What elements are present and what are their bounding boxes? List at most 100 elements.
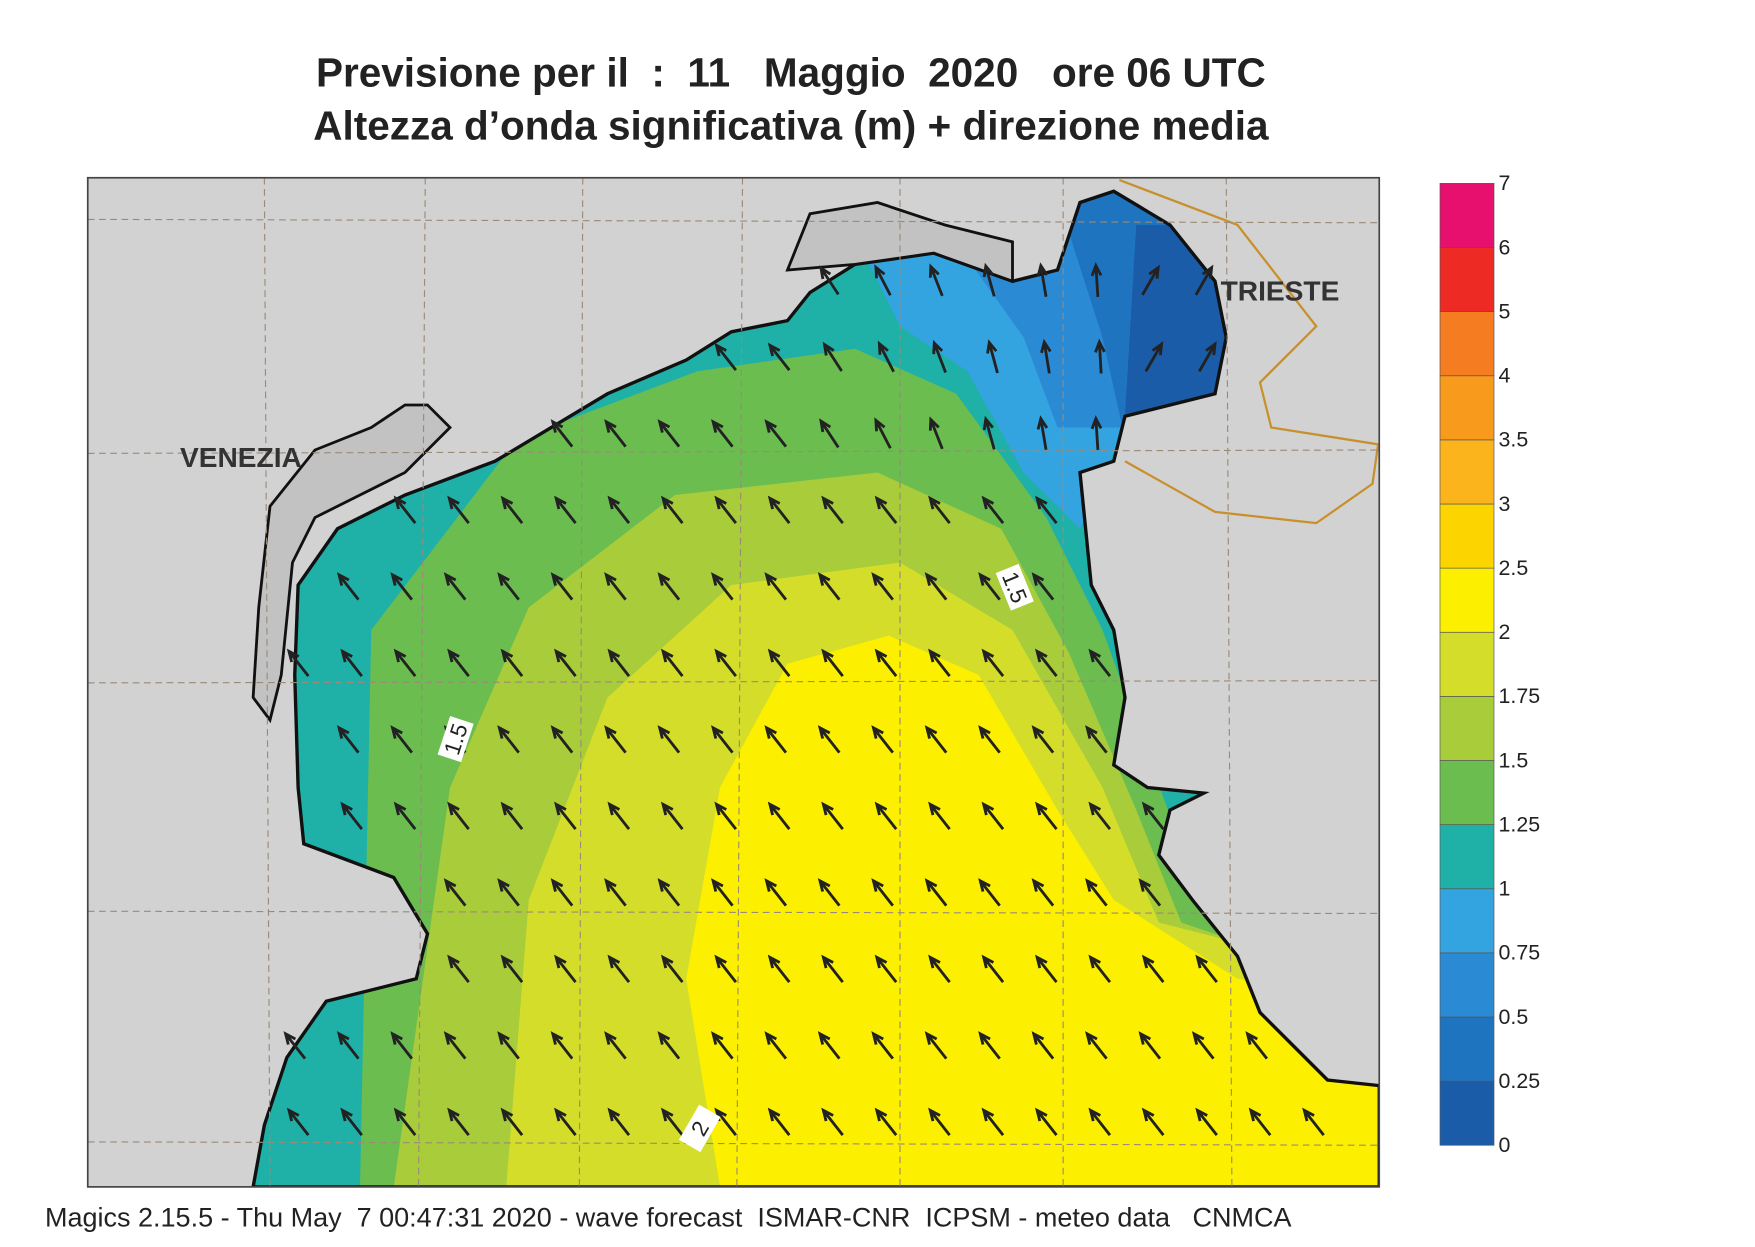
direction-arrow (767, 1107, 791, 1137)
place-label: VENEZIA (180, 442, 302, 473)
direction-arrow (714, 342, 737, 372)
direction-arrow (924, 878, 948, 907)
colorbar-band (1439, 247, 1495, 312)
colorbar-label: 1.5 (1499, 748, 1529, 772)
direction-arrow (1031, 725, 1055, 754)
direction-arrow (550, 419, 574, 448)
direction-arrow (1248, 1107, 1272, 1137)
direction-arrow (340, 1107, 363, 1137)
direction-arrow (924, 725, 948, 754)
direction-arrow (871, 572, 894, 601)
direction-arrow (821, 1107, 844, 1137)
direction-arrow (336, 725, 360, 754)
direction-arrow (550, 572, 574, 601)
direction-arrow (817, 1031, 841, 1060)
map-frame (86, 176, 1381, 1188)
direction-arrow (286, 1107, 310, 1137)
direction-arrow (932, 339, 947, 373)
direction-arrow (928, 1107, 951, 1137)
direction-arrow (764, 1031, 788, 1060)
direction-arrow (550, 878, 574, 907)
direction-arrow (443, 878, 467, 907)
footer: Magics 2.15.5 - Thu May 7 00:47:31 2020 … (45, 1202, 1291, 1232)
map: VENEZIA TRIESTE 1.51.52 (87, 177, 1380, 1187)
direction-arrow (874, 801, 898, 831)
direction-arrow (764, 878, 788, 907)
direction-arrow (928, 263, 944, 297)
direction-arrow (500, 495, 524, 525)
colorbar-label: 1 (1499, 877, 1511, 901)
direction-arrow (607, 495, 631, 525)
direction-arrow (978, 725, 1001, 754)
direction-arrow (554, 495, 577, 525)
direction-arrow (928, 495, 951, 525)
direction-arrow (924, 572, 948, 601)
contour-label-box (995, 563, 1034, 611)
direction-arrow (874, 1107, 898, 1137)
direction-arrow (1085, 1031, 1108, 1060)
colorbar-band (1439, 760, 1495, 825)
direction-arrow (657, 1031, 681, 1060)
arrows (283, 262, 1325, 1137)
direction-arrow (764, 572, 788, 601)
colorbar-band (1439, 631, 1495, 697)
direction-arrow (1245, 1031, 1268, 1060)
colorbar-band (1439, 1080, 1495, 1146)
direction-arrow (660, 648, 684, 678)
direction-arrow (604, 1031, 627, 1060)
direction-arrow (393, 648, 417, 678)
direction-arrow (1031, 1031, 1055, 1060)
direction-arrow (657, 572, 681, 601)
colorbar: 0 0.25 0.5 0.75 1 1.25 1.5 1.75 2 2.5 3 3.5 4 5 6 7 (1439, 171, 1541, 1157)
direction-arrow (500, 648, 524, 678)
colorbar-label: 7 (1499, 171, 1511, 195)
colorbar-label: 5 (1499, 299, 1511, 323)
direction-arrow (981, 801, 1005, 831)
direction-arrow (336, 572, 360, 601)
colorbar-band (1439, 311, 1495, 377)
direction-arrow (981, 495, 1005, 525)
direction-arrow (817, 725, 841, 754)
direction-arrow (710, 419, 734, 448)
direction-arrow (928, 648, 951, 678)
direction-arrow (924, 1031, 948, 1060)
direction-arrow (550, 1031, 574, 1060)
direction-arrow (710, 725, 734, 754)
colorbar-band (1439, 375, 1495, 441)
contour-label-box (678, 1104, 721, 1153)
direction-arrow (1191, 1031, 1215, 1060)
colorbar-band (1439, 183, 1495, 248)
direction-arrow (710, 1031, 734, 1060)
direction-arrow (447, 954, 470, 984)
colorbar-label: 3 (1499, 492, 1511, 516)
colorbar-band (1439, 696, 1495, 761)
direction-arrow (554, 648, 577, 678)
direction-arrow (1138, 1031, 1162, 1060)
colorbar-band (1439, 888, 1495, 954)
direction-arrow (283, 1031, 307, 1060)
direction-arrow (821, 495, 844, 525)
direction-arrow (1034, 495, 1058, 525)
direction-arrow (500, 954, 524, 984)
direction-arrow (871, 1031, 894, 1060)
direction-arrow (1031, 572, 1055, 601)
direction-arrow (981, 648, 1005, 678)
direction-arrow (554, 954, 577, 984)
direction-arrow (607, 801, 631, 831)
border (1118, 178, 1380, 525)
colorbar-label: 6 (1499, 235, 1511, 259)
subtitle: Altezza d’onda significativa (m) + direz… (313, 103, 1269, 149)
colorbar-label: 3.5 (1499, 428, 1529, 452)
direction-arrow (607, 648, 631, 678)
direction-arrow (821, 954, 844, 984)
coastline (785, 201, 1014, 284)
direction-arrow (1141, 954, 1165, 984)
direction-arrow (1088, 1107, 1112, 1137)
direction-arrow (340, 648, 363, 678)
colorbar-label: 1.25 (1499, 812, 1541, 836)
direction-arrow (447, 801, 470, 831)
direction-arrow (1088, 648, 1112, 678)
direction-arrow (660, 801, 684, 831)
direction-arrow (657, 419, 681, 448)
